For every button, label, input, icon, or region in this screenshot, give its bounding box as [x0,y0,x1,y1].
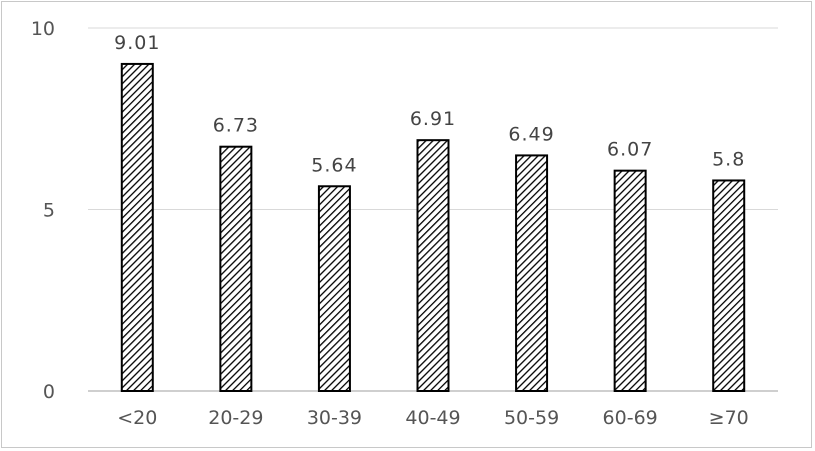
data-label: 5.64 [311,154,357,176]
data-label: 6.49 [508,123,554,145]
data-label: 6.07 [607,139,653,161]
x-tick-label: <20 [117,407,157,429]
data-label: 6.73 [213,115,259,137]
bar [613,169,647,392]
data-label: 5.8 [712,148,745,170]
bar [515,154,549,392]
data-label: 6.91 [410,108,456,130]
y-tick-label: 0 [43,381,55,403]
bar [712,179,746,392]
data-label: 9.01 [114,32,160,54]
x-tick-label: 30-39 [307,407,362,429]
x-axis-ticks: <20 20-29 30-39 40-49 50-59 60-69 ≥70 [117,407,749,429]
bar [416,139,450,392]
y-axis-ticks: 0 5 10 [31,18,55,403]
bar [219,145,253,392]
x-tick-label: ≥70 [709,407,749,429]
x-tick-label: 20-29 [208,407,263,429]
x-tick-label: 50-59 [504,407,559,429]
bars [120,62,746,392]
x-tick-label: 60-69 [603,407,658,429]
bar [317,185,351,392]
bar [120,62,154,392]
y-tick-label: 5 [43,200,55,222]
x-tick-label: 40-49 [405,407,460,429]
y-tick-label: 10 [31,18,55,40]
data-labels: 9.01 6.73 5.64 6.91 6.49 6.07 5.8 [114,32,745,176]
